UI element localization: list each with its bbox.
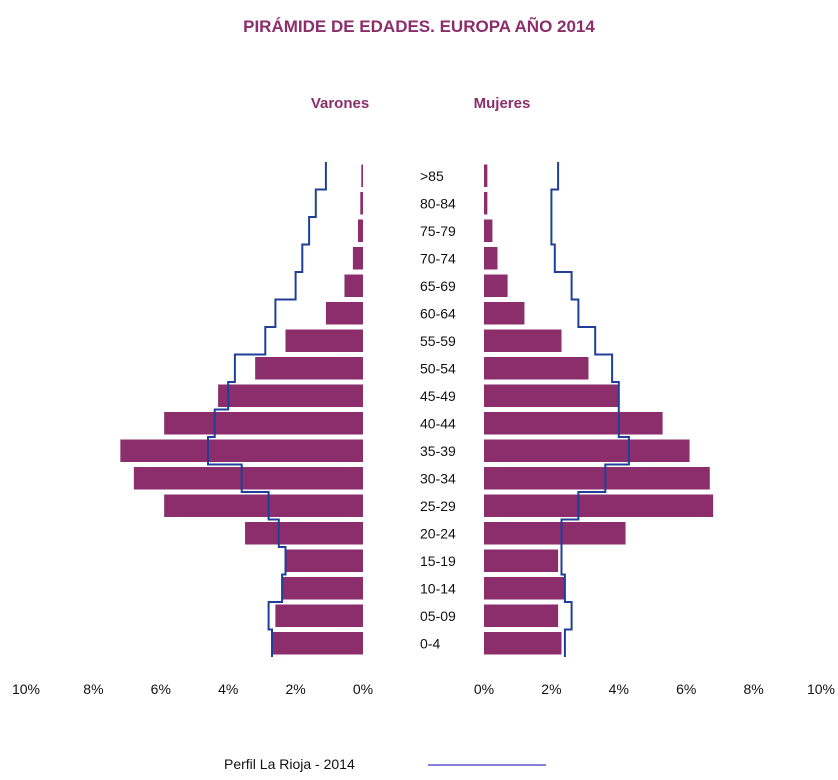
age-group-label: 35-39 xyxy=(420,443,456,459)
x-tick-label-right: 2% xyxy=(541,681,561,697)
age-group-label: 20-24 xyxy=(420,525,456,541)
varones-bar-75-79 xyxy=(357,219,363,242)
age-group-label: 10-14 xyxy=(420,580,456,596)
age-group-label: 05-09 xyxy=(420,608,456,624)
mujeres-bar-70-74 xyxy=(484,247,498,270)
varones-bar-45-49 xyxy=(218,384,363,407)
mujeres-bar-25-29 xyxy=(484,494,714,517)
mujeres-bar-80-84 xyxy=(484,192,488,215)
la-rioja-line-varones xyxy=(207,162,327,657)
la-rioja-line-mujeres xyxy=(550,162,630,657)
age-group-label: >85 xyxy=(420,168,444,184)
varones-bar-05-09 xyxy=(275,604,363,627)
x-tick-label-left: 4% xyxy=(218,681,238,697)
x-tick-label-left: 10% xyxy=(12,681,40,697)
mujeres-bars xyxy=(484,164,714,655)
age-group-label: 0-4 xyxy=(420,635,440,651)
varones-bar-25-29 xyxy=(164,494,363,517)
age-group-label: 45-49 xyxy=(420,388,456,404)
legend-label: Perfil La Rioja - 2014 xyxy=(224,756,355,772)
varones-bar-30-34 xyxy=(133,467,363,490)
x-axis-tick-labels: 10% 8% 6% 4% 2% 0% 0% 2% 4% 6% 8% 10% xyxy=(12,681,835,697)
varones-bar-40-44 xyxy=(164,412,363,435)
age-group-label: 15-19 xyxy=(420,553,456,569)
varones-bar-20-24 xyxy=(245,522,363,545)
x-tick-label-left: 6% xyxy=(151,681,171,697)
varones-bar-65-69 xyxy=(344,274,363,297)
mujeres-bar-65-69 xyxy=(484,274,508,297)
mujeres-bar-20-24 xyxy=(484,522,626,545)
x-tick-label-left: 0% xyxy=(353,681,373,697)
mujeres-bar-30-34 xyxy=(484,467,710,490)
age-group-labels: >85 80-84 75-79 70-74 65-69 60-64 55-59 50-54 45… xyxy=(420,168,456,652)
age-group-label: 65-69 xyxy=(420,278,456,294)
mujeres-bar-75-79 xyxy=(484,219,493,242)
age-group-label: 25-29 xyxy=(420,498,456,514)
age-group-label: 30-34 xyxy=(420,470,456,486)
legend: Perfil La Rioja - 2014 xyxy=(224,756,546,772)
varones-bar-0-4 xyxy=(272,632,363,655)
mujeres-bar-40-44 xyxy=(484,412,663,435)
mujeres-bar-45-49 xyxy=(484,384,619,407)
x-tick-label-right: 10% xyxy=(807,681,835,697)
la-rioja-profile-lines xyxy=(207,162,630,657)
mujeres-bar-15-19 xyxy=(484,549,559,572)
mujeres-bar-60-64 xyxy=(484,302,525,325)
age-group-label: 55-59 xyxy=(420,333,456,349)
x-tick-label-right: 4% xyxy=(609,681,629,697)
x-tick-label-right: 0% xyxy=(474,681,494,697)
mujeres-bar-05-09 xyxy=(484,604,559,627)
mujeres-bar->85 xyxy=(484,164,488,187)
varones-bar-60-64 xyxy=(325,302,363,325)
age-group-label: 60-64 xyxy=(420,305,456,321)
varones-bars xyxy=(120,164,363,655)
varones-bar-55-59 xyxy=(285,329,363,352)
mujeres-bar-50-54 xyxy=(484,357,589,380)
age-group-label: 75-79 xyxy=(420,223,456,239)
mujeres-bar-0-4 xyxy=(484,632,562,655)
x-tick-label-right: 6% xyxy=(676,681,696,697)
varones-bar-80-84 xyxy=(360,192,363,215)
chart-title: PIRÁMIDE DE EDADES. EUROPA AÑO 2014 xyxy=(243,16,595,36)
x-tick-label-left: 8% xyxy=(83,681,103,697)
varones-bar->85 xyxy=(361,164,363,187)
varones-bar-35-39 xyxy=(120,439,363,462)
varones-bar-70-74 xyxy=(352,247,363,270)
varones-label: Varones xyxy=(311,95,369,112)
varones-bar-15-19 xyxy=(285,549,363,572)
mujeres-bar-55-59 xyxy=(484,329,562,352)
varones-bar-10-14 xyxy=(282,577,363,600)
x-tick-label-left: 2% xyxy=(285,681,305,697)
age-group-label: 70-74 xyxy=(420,250,456,266)
varones-bar-50-54 xyxy=(255,357,363,380)
age-group-label: 40-44 xyxy=(420,415,456,431)
mujeres-label: Mujeres xyxy=(474,95,531,112)
mujeres-bar-35-39 xyxy=(484,439,690,462)
age-group-label: 80-84 xyxy=(420,195,456,211)
x-tick-label-right: 8% xyxy=(743,681,763,697)
age-group-label: 50-54 xyxy=(420,360,456,376)
mujeres-bar-10-14 xyxy=(484,577,565,600)
